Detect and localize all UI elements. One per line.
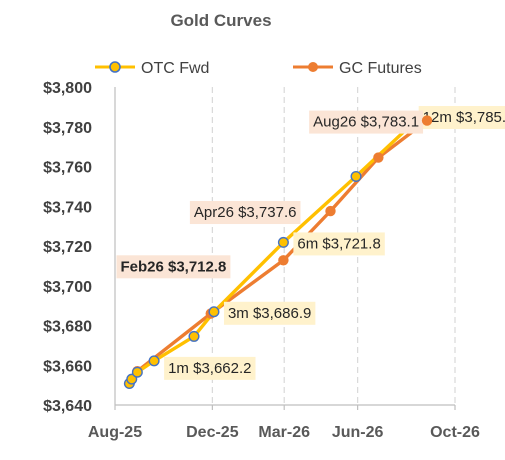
y-tick-label: $3,720 bbox=[43, 239, 92, 256]
gc-futures-point-4 bbox=[373, 152, 384, 163]
x-axis-tick-labels: Aug-25 Dec-25 Mar-26 Jun-26 Oct-26 bbox=[88, 424, 480, 441]
otc-fwd-point-1 bbox=[126, 373, 138, 385]
y-tick-label: $3,700 bbox=[43, 279, 92, 296]
y-tick-label: $3,660 bbox=[43, 358, 92, 375]
y-tick-label: $3,740 bbox=[43, 199, 92, 216]
annotation-label: 3m $3,686.9 bbox=[228, 305, 311, 322]
annotation-feb26-3-712-8: Feb26 $3,712.8 bbox=[116, 255, 231, 279]
otc-fwd-point-7 bbox=[350, 170, 362, 182]
gridlines bbox=[211, 87, 456, 405]
annotation-label: 1m $3,662.2 bbox=[168, 360, 251, 377]
legend-item-gc-futures: GC Futures bbox=[293, 60, 422, 77]
series-markers bbox=[123, 115, 433, 390]
otc-fwd-point-3 bbox=[148, 355, 160, 367]
legend-otc-fwd-label: OTC Fwd bbox=[141, 60, 209, 77]
gc-futures-point-5 bbox=[421, 115, 433, 126]
annotation-box bbox=[418, 106, 505, 130]
otc-fwd-point-4 bbox=[188, 330, 200, 342]
annotation-box bbox=[293, 232, 385, 256]
annotation-aug26-3-783-1: Aug26 $3,783.1 bbox=[309, 110, 424, 134]
gc-futures-point-2 bbox=[278, 255, 289, 266]
annotation-label: 6m $3,721.8 bbox=[297, 235, 380, 252]
annotation-label: Feb26 $3,712.8 bbox=[120, 258, 226, 275]
x-tick-label: Mar-26 bbox=[258, 424, 310, 441]
x-tick-label: Dec-25 bbox=[186, 424, 239, 441]
y-tick-label: $3,800 bbox=[43, 80, 92, 97]
annotation-box bbox=[116, 255, 231, 279]
annotation-3m-3-686-9: 3m $3,686.9 bbox=[223, 301, 316, 325]
annotation-box bbox=[189, 201, 301, 225]
otc-fwd-point-2 bbox=[131, 366, 143, 378]
annotation-label: Apr26 $3,737.6 bbox=[194, 204, 297, 221]
x-tick-label: Jun-26 bbox=[332, 424, 384, 441]
annotation-box bbox=[309, 110, 424, 134]
legend-otc-fwd-marker bbox=[109, 61, 121, 73]
otc-fwd-point-5 bbox=[208, 306, 220, 318]
annotation-box bbox=[164, 356, 256, 380]
y-tick-label: $3,780 bbox=[43, 120, 92, 137]
x-tick-label: Oct-26 bbox=[430, 424, 480, 441]
annotation-box bbox=[223, 301, 316, 325]
y-tick-label: $3,640 bbox=[43, 398, 92, 415]
y-axis-tick-labels: $3,640 $3,660 $3,680 $3,700 $3,720 $3,740 $3,7… bbox=[43, 80, 92, 415]
annotation-label: Aug26 $3,783.1 bbox=[313, 114, 419, 131]
gc-futures-point-3 bbox=[325, 205, 336, 217]
y-tick-label: $3,760 bbox=[43, 160, 92, 177]
chart-title: Gold Curves bbox=[170, 11, 271, 30]
legend: OTC Fwd GC Futures bbox=[95, 60, 422, 77]
legend-gc-futures-marker bbox=[308, 62, 318, 72]
y-tick-label: $3,680 bbox=[43, 319, 92, 336]
annotation-apr26-3-737-6: Apr26 $3,737.6 bbox=[189, 201, 301, 225]
annotation-label: 12m $3,785.4 bbox=[423, 109, 505, 126]
annotation-12m-3-785-4: 12m $3,785.4 bbox=[418, 106, 505, 130]
data-annotations: 1m $3,662.2 3m $3,686.9 6m $3,721.8 12m $3,… bbox=[116, 106, 505, 380]
axes bbox=[114, 87, 456, 410]
annotation-1m-3-662-2: 1m $3,662.2 bbox=[164, 356, 256, 380]
legend-gc-futures-label: GC Futures bbox=[339, 60, 422, 77]
annotation-6m-3-721-8: 6m $3,721.8 bbox=[293, 232, 385, 256]
legend-item-otc-fwd: OTC Fwd bbox=[95, 60, 209, 77]
otc-fwd-point-6 bbox=[277, 236, 289, 248]
x-tick-label: Aug-25 bbox=[88, 424, 142, 441]
